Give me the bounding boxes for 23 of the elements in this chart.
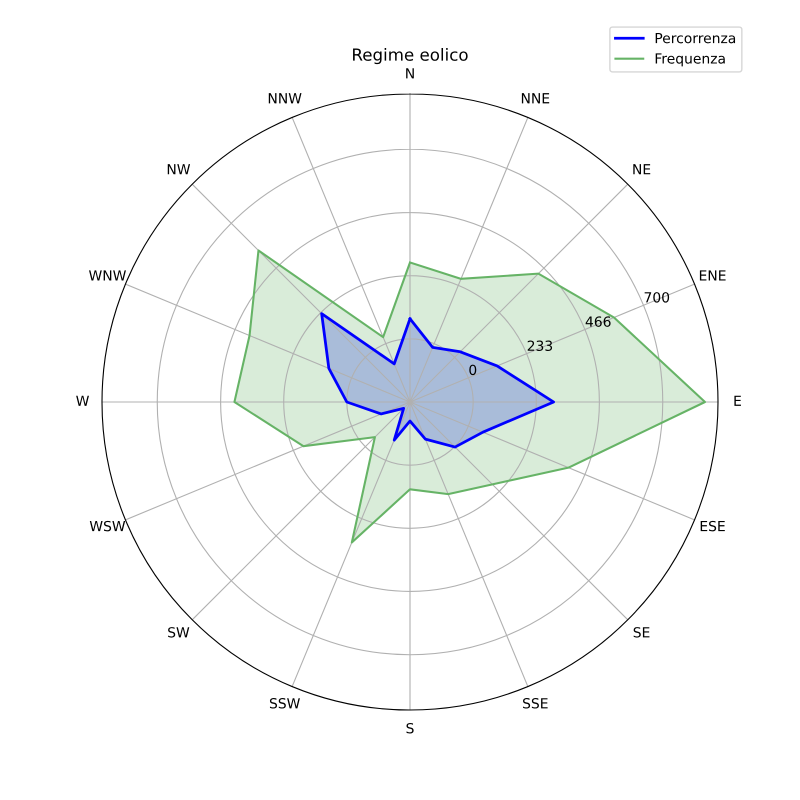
spoke-label: N — [406, 68, 414, 78]
spoke-label: SW — [168, 627, 190, 638]
spoke-label: SSE — [523, 698, 548, 709]
spoke-label: NE — [633, 164, 650, 174]
spoke-label: NNW — [268, 93, 302, 104]
text: Regime eolico — [353, 48, 468, 64]
spoke-label: S — [406, 722, 414, 734]
spoke-label: WNW — [89, 270, 126, 281]
spoke-label: WSW — [90, 520, 126, 532]
spoke-label: NNE — [522, 93, 550, 104]
y-tick-label: 466 — [586, 316, 611, 327]
y-tick-label: 0 — [469, 364, 476, 376]
spoke-label: E — [734, 396, 741, 406]
legend-label: Frequenza — [656, 53, 725, 66]
y-tick-label: 233 — [528, 340, 552, 351]
spoke-label: W — [76, 396, 89, 406]
spoke-label: SSW — [270, 698, 300, 709]
spoke-label: ESE — [700, 520, 725, 532]
spoke-label: SE — [634, 627, 650, 638]
legend-label: Percorrenza — [656, 33, 736, 44]
spoke-label: NW — [168, 164, 190, 174]
spoke-label: ENE — [700, 270, 726, 281]
y-tick-label: 700 — [644, 292, 670, 303]
